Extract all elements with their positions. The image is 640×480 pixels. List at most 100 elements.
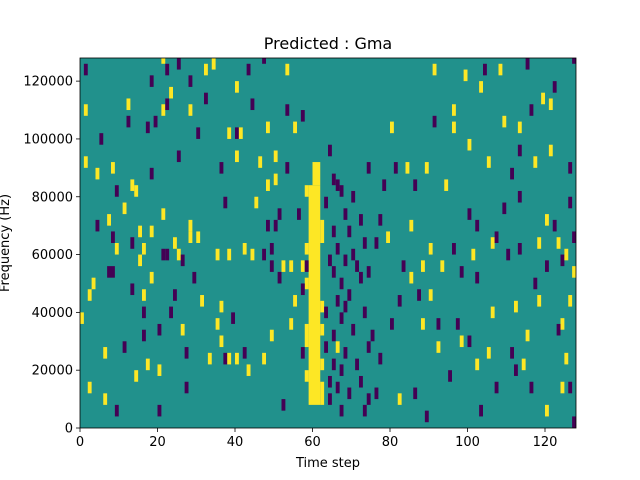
heatmap-cell-low: [351, 248, 356, 261]
heatmap-cell-low: [378, 352, 383, 365]
heatmap-cell-low: [114, 404, 119, 417]
heatmap-cell-low: [173, 289, 177, 301]
heatmap-cell-low: [552, 219, 557, 232]
heatmap-cell-low: [459, 266, 464, 278]
heatmap-cell-low: [514, 364, 518, 376]
heatmap-cell-high: [548, 144, 553, 157]
heatmap-cell-low: [374, 387, 379, 400]
heatmap-cell-high: [273, 150, 278, 163]
heatmap-cell-low: [99, 133, 104, 145]
x-tick-label: 120: [533, 435, 558, 450]
heatmap-cell-low: [142, 306, 146, 319]
heatmap-cell-low: [355, 358, 359, 371]
heatmap-cell-high: [572, 266, 576, 278]
heatmap-cell-high: [161, 104, 166, 116]
heatmap-cell-low: [192, 271, 197, 284]
heatmap-cell-low: [568, 196, 573, 209]
heatmap-cell-low: [122, 341, 127, 353]
heatmap-cell-low: [165, 63, 170, 76]
heatmap-cell-high: [95, 167, 100, 180]
heatmap-cell-high: [122, 202, 127, 215]
heatmap-band-cell: [304, 243, 309, 255]
heatmap-cell-high: [145, 358, 150, 371]
heatmap-cell-high: [169, 86, 173, 99]
heatmap-cell-high: [269, 329, 274, 342]
heatmap-cell-high: [207, 352, 212, 365]
heatmap-cell-low: [424, 410, 429, 423]
heatmap-cell-low: [196, 127, 201, 139]
heatmap-cell-high: [235, 81, 239, 93]
heatmap-cell-high: [545, 214, 549, 226]
heatmap-cell-high: [114, 243, 119, 255]
heatmap-cell-low: [231, 312, 235, 324]
heatmap-cell-low: [397, 295, 402, 307]
heatmap-cell-high: [452, 121, 456, 134]
heatmap-cell-low: [510, 347, 514, 359]
heatmap-cell-low: [393, 162, 398, 174]
heatmap-cell-low: [339, 312, 344, 324]
y-tick-label: 100000: [23, 132, 73, 147]
heatmap-cell-low: [362, 404, 367, 417]
heatmap-cell-high: [266, 179, 270, 191]
heatmap-cell-high: [521, 358, 526, 371]
heatmap-cell-high: [246, 364, 251, 376]
heatmap-cell-low: [347, 387, 352, 400]
y-tick-label: 120000: [23, 75, 73, 90]
heatmap-cell-low: [83, 63, 88, 76]
heatmap-band-cell: [320, 219, 325, 243]
heatmap-cell-high: [564, 248, 569, 261]
heatmap-cell-low: [339, 185, 344, 197]
heatmap-cell-low: [467, 208, 472, 220]
heatmap-cell-low: [494, 231, 499, 243]
heatmap-cell-high: [188, 219, 193, 232]
heatmap-cell-high: [254, 196, 259, 209]
heatmap-cell-low: [413, 387, 418, 400]
heatmap-cell-high: [83, 104, 88, 116]
heatmap-cell-high: [390, 121, 394, 134]
heatmap-cell-low: [517, 243, 522, 255]
heatmap-cell-low: [370, 329, 375, 342]
heatmap-cell-low: [269, 243, 274, 255]
heatmap-cell-high: [568, 295, 573, 307]
heatmap-cell-high: [211, 58, 216, 70]
heatmap-cell-low: [552, 81, 557, 93]
heatmap-cell-high: [428, 289, 433, 301]
heatmap-cell-high: [533, 156, 538, 168]
heatmap-cell-high: [335, 341, 340, 353]
heatmap-cell-high: [188, 231, 193, 243]
heatmap-cell-high: [459, 335, 464, 348]
heatmap-cell-low: [149, 167, 154, 180]
heatmap-cell-high: [300, 260, 305, 272]
heatmap-cell-low: [331, 358, 336, 371]
heatmap-cell-low: [188, 75, 193, 87]
heatmap-band-cell: [308, 185, 321, 405]
heatmap-cell-high: [490, 237, 495, 249]
heatmap-cell-high: [537, 237, 542, 249]
heatmap-cell-low: [339, 364, 344, 376]
heatmap-cell-low: [184, 381, 189, 394]
heatmap-cell-high: [293, 121, 297, 134]
heatmap-cell-high: [238, 127, 243, 139]
heatmap-cell-low: [107, 266, 111, 278]
heatmap-cell-low: [359, 375, 363, 388]
x-tick-label: 80: [382, 435, 399, 450]
axes-frame: [79, 57, 577, 429]
heatmap-cell-low: [351, 190, 356, 203]
heatmap-cell-low: [374, 237, 379, 249]
heatmap-cell-low: [479, 404, 483, 417]
heatmap-cell-low: [517, 190, 522, 203]
heatmap-cell-low: [126, 115, 131, 128]
heatmap-cell-high: [463, 69, 468, 82]
heatmap-cell-low: [161, 248, 166, 261]
heatmap-band-cell: [320, 323, 325, 336]
y-axis: 0 20000 40000 60000 80000 100000 120000: [23, 75, 80, 437]
heatmap-cell-high: [517, 121, 522, 134]
heatmap-band-cell: [320, 358, 325, 371]
heatmap-cell-low: [331, 329, 336, 342]
heatmap-cell-high: [250, 248, 255, 261]
heatmap-cell-high: [452, 104, 456, 116]
heatmap-cell-low: [483, 63, 487, 76]
heatmap-cell-low: [111, 231, 115, 243]
heatmap-cell-high: [281, 260, 286, 272]
heatmap-cell-low: [331, 266, 336, 278]
